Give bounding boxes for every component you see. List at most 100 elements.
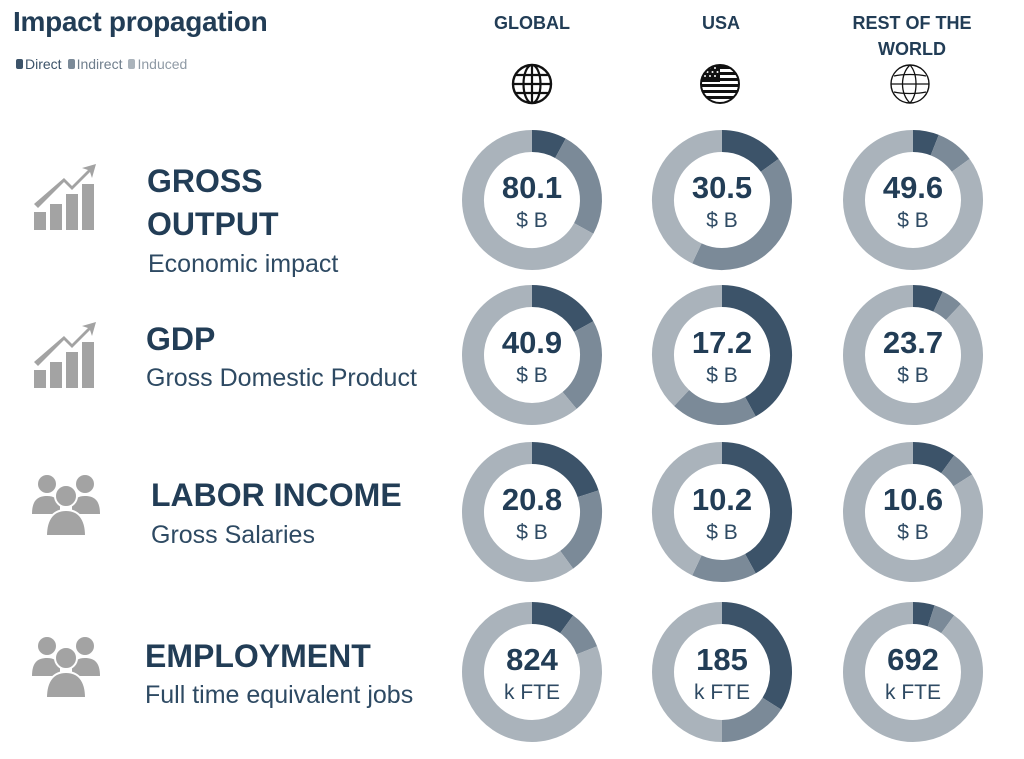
donut-slice-direct bbox=[721, 285, 792, 417]
legend-item-direct: Direct bbox=[16, 56, 62, 72]
metric-title-gross-output: GROSS OUTPUT bbox=[147, 163, 279, 242]
column-header-usa: USA bbox=[701, 13, 740, 33]
donut-slice-induced bbox=[652, 130, 723, 264]
column-header-global: GLOBAL bbox=[494, 13, 570, 33]
metric-subtitle-gdp: Gross Domestic Product bbox=[146, 364, 417, 392]
donut-value-label: 30.5 bbox=[692, 170, 752, 205]
donut-labor-income-global: 20.8 $ B bbox=[462, 442, 602, 582]
chart-legend: Direct Indirect Induced bbox=[16, 56, 187, 72]
metric-title-employment: EMPLOYMENT bbox=[145, 638, 371, 674]
donut-slice-direct bbox=[721, 602, 792, 710]
donut-value-label: 17.2 bbox=[692, 325, 752, 360]
donut-slice-induced bbox=[462, 285, 577, 425]
donut-slice-induced bbox=[843, 130, 983, 270]
metric-title-labor-income: LABOR INCOME bbox=[151, 477, 402, 513]
donut-gross-output-usa: 30.5 $ B bbox=[652, 130, 792, 270]
donut-slice-indirect bbox=[721, 697, 782, 742]
donut-slice-induced bbox=[652, 285, 723, 407]
donut-unit-label: $ B bbox=[706, 521, 738, 544]
donut-labor-income-rest-of-world: 10.6 $ B bbox=[843, 442, 983, 582]
legend-swatch-direct bbox=[16, 59, 23, 69]
donut-value-label: 80.1 bbox=[502, 170, 562, 205]
donut-unit-label: k FTE bbox=[504, 681, 560, 704]
legend-label-induced: Induced bbox=[137, 56, 188, 72]
donut-slice-indirect bbox=[692, 553, 756, 582]
donut-value-label: 23.7 bbox=[883, 325, 943, 360]
donut-slice-indirect bbox=[930, 134, 970, 173]
donut-employment-rest-of-world: 692 k FTE bbox=[843, 602, 983, 742]
donut-slice-direct bbox=[531, 130, 566, 159]
donut-value-label: 692 bbox=[887, 642, 939, 677]
donut-gdp-rest-of-world: 23.7 $ B bbox=[843, 285, 983, 425]
growth-chart-icon-gdp bbox=[34, 322, 96, 388]
donut-slice-indirect bbox=[554, 138, 602, 234]
donut-unit-label: $ B bbox=[516, 364, 548, 387]
donut-value-label: 10.2 bbox=[692, 482, 752, 517]
us-flag-icon bbox=[700, 64, 740, 104]
donut-unit-label: $ B bbox=[897, 209, 929, 232]
donut-slice-direct bbox=[531, 285, 594, 333]
donut-value-label: 824 bbox=[506, 642, 558, 677]
legend-label-indirect: Indirect bbox=[76, 56, 123, 72]
donut-slice-induced bbox=[652, 602, 723, 742]
donut-slice-induced bbox=[462, 442, 574, 582]
donut-labor-income-usa: 10.2 $ B bbox=[652, 442, 792, 582]
donut-gross-output-rest-of-world: 49.6 $ B bbox=[843, 130, 983, 270]
donut-gross-output-global: 80.1 $ B bbox=[462, 130, 602, 270]
legend-item-indirect: Indirect bbox=[67, 56, 123, 72]
donut-employment-global: 824 k FTE bbox=[462, 602, 602, 742]
people-group-icon-employment bbox=[32, 637, 100, 699]
donut-slice-induced bbox=[843, 602, 983, 742]
metric-subtitle-gross-output: Economic impact bbox=[148, 250, 339, 278]
donut-slice-direct bbox=[912, 602, 935, 627]
donut-slice-induced bbox=[462, 602, 602, 742]
metric-subtitle-employment: Full time equivalent jobs bbox=[145, 681, 414, 709]
donut-slice-indirect bbox=[940, 455, 973, 487]
donut-slice-direct bbox=[721, 130, 779, 173]
donut-unit-label: k FTE bbox=[885, 681, 941, 704]
donut-slice-direct bbox=[721, 442, 792, 574]
donut-value-label: 40.9 bbox=[502, 325, 562, 360]
donut-slice-indirect bbox=[674, 389, 756, 425]
donut-slice-indirect bbox=[927, 605, 955, 634]
legend-label-direct: Direct bbox=[25, 56, 62, 72]
globe-icon bbox=[511, 63, 553, 105]
donut-value-label: 185 bbox=[696, 642, 748, 677]
donut-unit-label: $ B bbox=[706, 209, 738, 232]
metric-subtitle-labor-income: Gross Salaries bbox=[151, 521, 315, 549]
donut-slice-indirect bbox=[559, 615, 598, 655]
donut-value-label: 20.8 bbox=[502, 482, 562, 517]
donut-slice-direct bbox=[531, 442, 599, 498]
donut-unit-label: $ B bbox=[897, 521, 929, 544]
legend-item-induced: Induced bbox=[128, 56, 187, 72]
column-header-rest-of-world: REST OF THE WORLD bbox=[852, 13, 972, 59]
donut-value-label: 10.6 bbox=[883, 482, 943, 517]
donut-value-label: 49.6 bbox=[883, 170, 943, 205]
donut-slice-indirect bbox=[559, 490, 602, 569]
donut-slice-direct bbox=[912, 285, 943, 312]
donut-slice-induced bbox=[843, 285, 983, 425]
growth-chart-icon bbox=[34, 164, 96, 230]
donut-unit-label: $ B bbox=[706, 364, 738, 387]
donut-unit-label: $ B bbox=[516, 209, 548, 232]
world-outline-icon bbox=[890, 64, 930, 104]
donut-unit-label: $ B bbox=[897, 364, 929, 387]
donut-unit-label: $ B bbox=[516, 521, 548, 544]
donut-unit-label: k FTE bbox=[694, 681, 750, 704]
donut-slice-indirect bbox=[692, 158, 792, 270]
donut-slice-direct bbox=[531, 602, 574, 634]
donut-slice-indirect bbox=[562, 321, 602, 409]
donut-slice-induced bbox=[843, 442, 983, 582]
donut-slice-direct bbox=[912, 442, 955, 474]
donut-slice-induced bbox=[652, 442, 723, 576]
page-title: Impact propagation bbox=[13, 6, 268, 37]
legend-swatch-induced bbox=[128, 59, 136, 69]
metric-title-gdp: GDP bbox=[146, 321, 216, 357]
donut-employment-usa: 185 k FTE bbox=[652, 602, 792, 742]
donut-slice-indirect bbox=[933, 291, 961, 321]
donut-gdp-usa: 17.2 $ B bbox=[652, 285, 792, 425]
donut-slice-induced bbox=[462, 130, 594, 270]
legend-swatch-indirect bbox=[67, 59, 75, 69]
people-group-icon bbox=[32, 475, 100, 537]
